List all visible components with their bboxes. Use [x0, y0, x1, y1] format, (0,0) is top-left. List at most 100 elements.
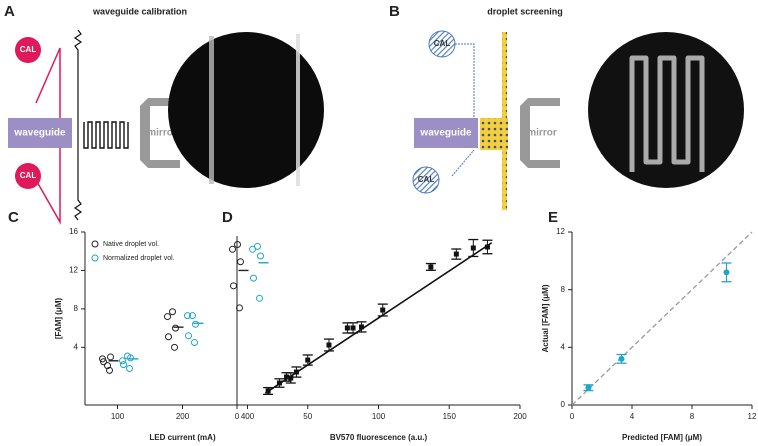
mirror-shape	[140, 98, 180, 168]
waveguide-label: waveguide	[419, 128, 472, 139]
data-point	[723, 269, 730, 276]
y-tick-label: 12	[69, 266, 78, 275]
cal-wire	[35, 47, 61, 225]
data-point	[165, 333, 172, 341]
data-point	[126, 364, 133, 372]
x-axis-label: Predicted [FAM] (μM)	[622, 433, 702, 442]
droplet-serpentine	[480, 118, 508, 150]
data-point	[257, 252, 264, 260]
data-point	[229, 245, 236, 253]
panel-title: waveguide calibration	[92, 6, 187, 16]
data-point	[192, 320, 199, 328]
data-point	[169, 308, 176, 316]
x-axis-label: LED current (mA)	[149, 433, 216, 442]
coil-wire	[73, 29, 83, 221]
legend-marker	[91, 254, 99, 262]
y-tick-label: 0	[561, 400, 566, 409]
data-point	[172, 324, 179, 332]
waveguide-block	[414, 118, 478, 148]
data-point	[344, 325, 350, 331]
data-point	[484, 244, 490, 250]
micrograph	[588, 32, 744, 188]
x-tick-label: 200	[176, 412, 190, 421]
cal-marker	[412, 166, 440, 194]
data-point	[284, 374, 290, 380]
cal-marker	[15, 37, 41, 63]
mirror-label: mirror	[527, 128, 557, 139]
data-point	[189, 312, 196, 320]
x-tick-label: 8	[690, 412, 695, 421]
y-axis-label: [FAM] (μM)	[54, 298, 63, 340]
micrograph-stripe	[296, 34, 300, 186]
identity-line	[571, 231, 753, 406]
x-tick-label: 400	[241, 412, 255, 421]
x-tick-label: 0	[235, 412, 240, 421]
waveguide-label: waveguide	[13, 128, 66, 139]
micrograph-stripe	[209, 36, 214, 184]
cal-label: CAL	[20, 45, 37, 54]
y-tick-label: 8	[561, 285, 566, 294]
data-point	[100, 358, 107, 366]
panel-letter: E	[548, 209, 558, 226]
data-point	[185, 332, 192, 340]
data-point	[585, 384, 592, 391]
data-point	[470, 245, 476, 251]
data-point	[428, 264, 434, 270]
legend-label: Native droplet vol.	[103, 241, 159, 248]
data-point	[326, 342, 332, 348]
panel-b: B droplet screening CAL CAL waveguide mi…	[389, 3, 744, 210]
x-tick-label: 100	[111, 412, 125, 421]
x-tick-label: 4	[630, 412, 635, 421]
y-tick-label: 4	[561, 342, 566, 351]
panel-letter: C	[8, 209, 19, 226]
x-tick-label: 50	[303, 412, 312, 421]
y-tick-label: 12	[556, 227, 565, 236]
panel-letter: D	[222, 209, 233, 226]
data-point	[265, 388, 271, 394]
data-point	[119, 357, 126, 365]
data-point	[171, 343, 178, 351]
cal-marker	[428, 30, 456, 58]
data-point	[250, 274, 257, 282]
data-point	[453, 251, 459, 257]
x-tick-label: 12	[748, 412, 757, 421]
data-point	[191, 339, 198, 347]
data-point	[99, 355, 106, 363]
panel-title: droplet screening	[487, 6, 563, 16]
y-tick-label: 16	[69, 227, 78, 236]
micrograph	[168, 32, 324, 188]
data-point	[237, 258, 244, 266]
data-point	[127, 354, 134, 362]
data-point	[256, 294, 263, 302]
x-tick-label: 0	[570, 412, 575, 421]
x-axis-label: BV570 fluorescence (a.u.)	[330, 433, 428, 442]
y-axis-label: Actual [FAM] (μM)	[541, 284, 550, 352]
data-point	[276, 380, 282, 386]
data-point	[164, 313, 171, 321]
panel-letter: A	[4, 3, 15, 20]
waveguide-block	[8, 118, 72, 148]
data-point	[249, 245, 256, 253]
data-point	[350, 325, 356, 331]
data-point	[254, 242, 261, 250]
data-point	[380, 307, 386, 313]
mirror-shape	[520, 98, 560, 168]
cal-wire	[451, 43, 475, 177]
data-point	[184, 312, 191, 320]
cal-label: CAL	[20, 171, 37, 180]
cal-label: CAL	[418, 175, 435, 184]
legend-marker	[91, 240, 99, 248]
panel-letter: B	[389, 3, 400, 20]
y-tick-label: 8	[74, 304, 79, 313]
x-tick-label: 100	[372, 412, 386, 421]
micrograph-channel	[629, 55, 705, 172]
cal-marker	[15, 163, 41, 189]
legend-label: Normalized droplet vol.	[103, 255, 175, 262]
serpentine	[83, 121, 129, 149]
fit-line	[264, 242, 493, 394]
cal-label: CAL	[434, 39, 451, 48]
y-tick-label: 4	[74, 342, 79, 351]
data-point	[359, 324, 365, 330]
data-point	[230, 282, 237, 290]
